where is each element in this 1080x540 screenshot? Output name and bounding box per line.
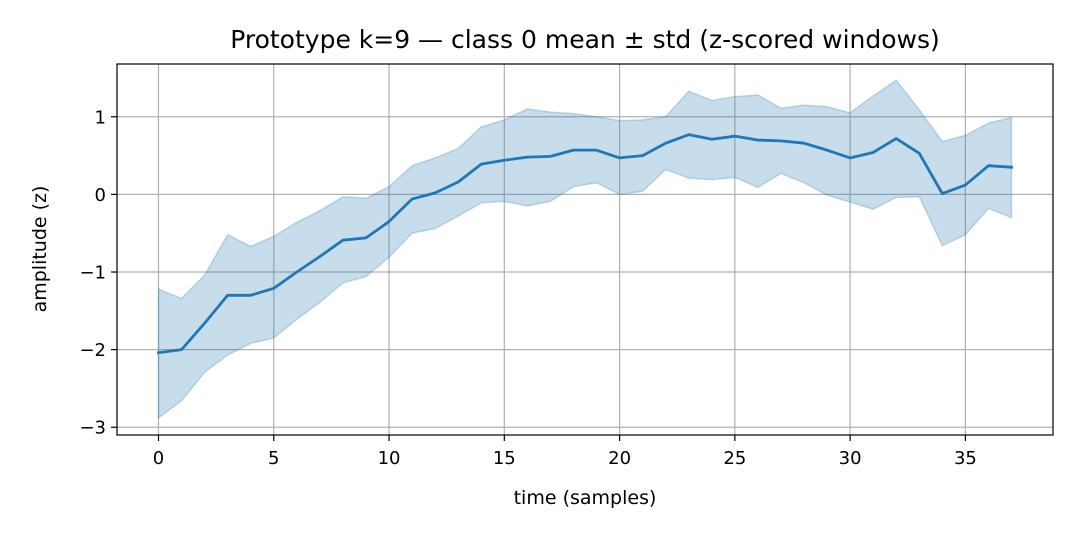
y-axis: −3 −2 −1 0 1 [79, 107, 117, 439]
x-tick-label: 15 [493, 448, 516, 469]
x-tick-label: 30 [839, 448, 862, 469]
x-tick-label: 5 [268, 448, 279, 469]
x-tick-label: 35 [954, 448, 977, 469]
y-tick-label: −3 [79, 418, 106, 439]
y-axis-label: amplitude (z) [29, 186, 51, 313]
x-axis-label: time (samples) [514, 487, 657, 509]
std-band [157, 79, 1013, 420]
x-tick-label: 20 [608, 448, 631, 469]
x-axis: 0 5 10 15 20 25 30 35 [153, 435, 977, 469]
y-tick-label: 1 [95, 107, 106, 128]
x-tick-label: 25 [723, 448, 746, 469]
y-tick-label: −2 [79, 340, 106, 361]
x-tick-label: 0 [153, 448, 164, 469]
grid [117, 64, 1053, 435]
std-band-layer [157, 79, 1013, 420]
mean-line-layer [156, 133, 1013, 355]
mean-line [156, 133, 1013, 355]
y-tick-label: 0 [95, 185, 106, 206]
y-tick-label: −1 [79, 263, 106, 284]
chart-title: Prototype k=9 — class 0 mean ± std (z-sc… [230, 25, 940, 54]
plot-frame [116, 63, 1054, 436]
x-tick-label: 10 [378, 448, 401, 469]
